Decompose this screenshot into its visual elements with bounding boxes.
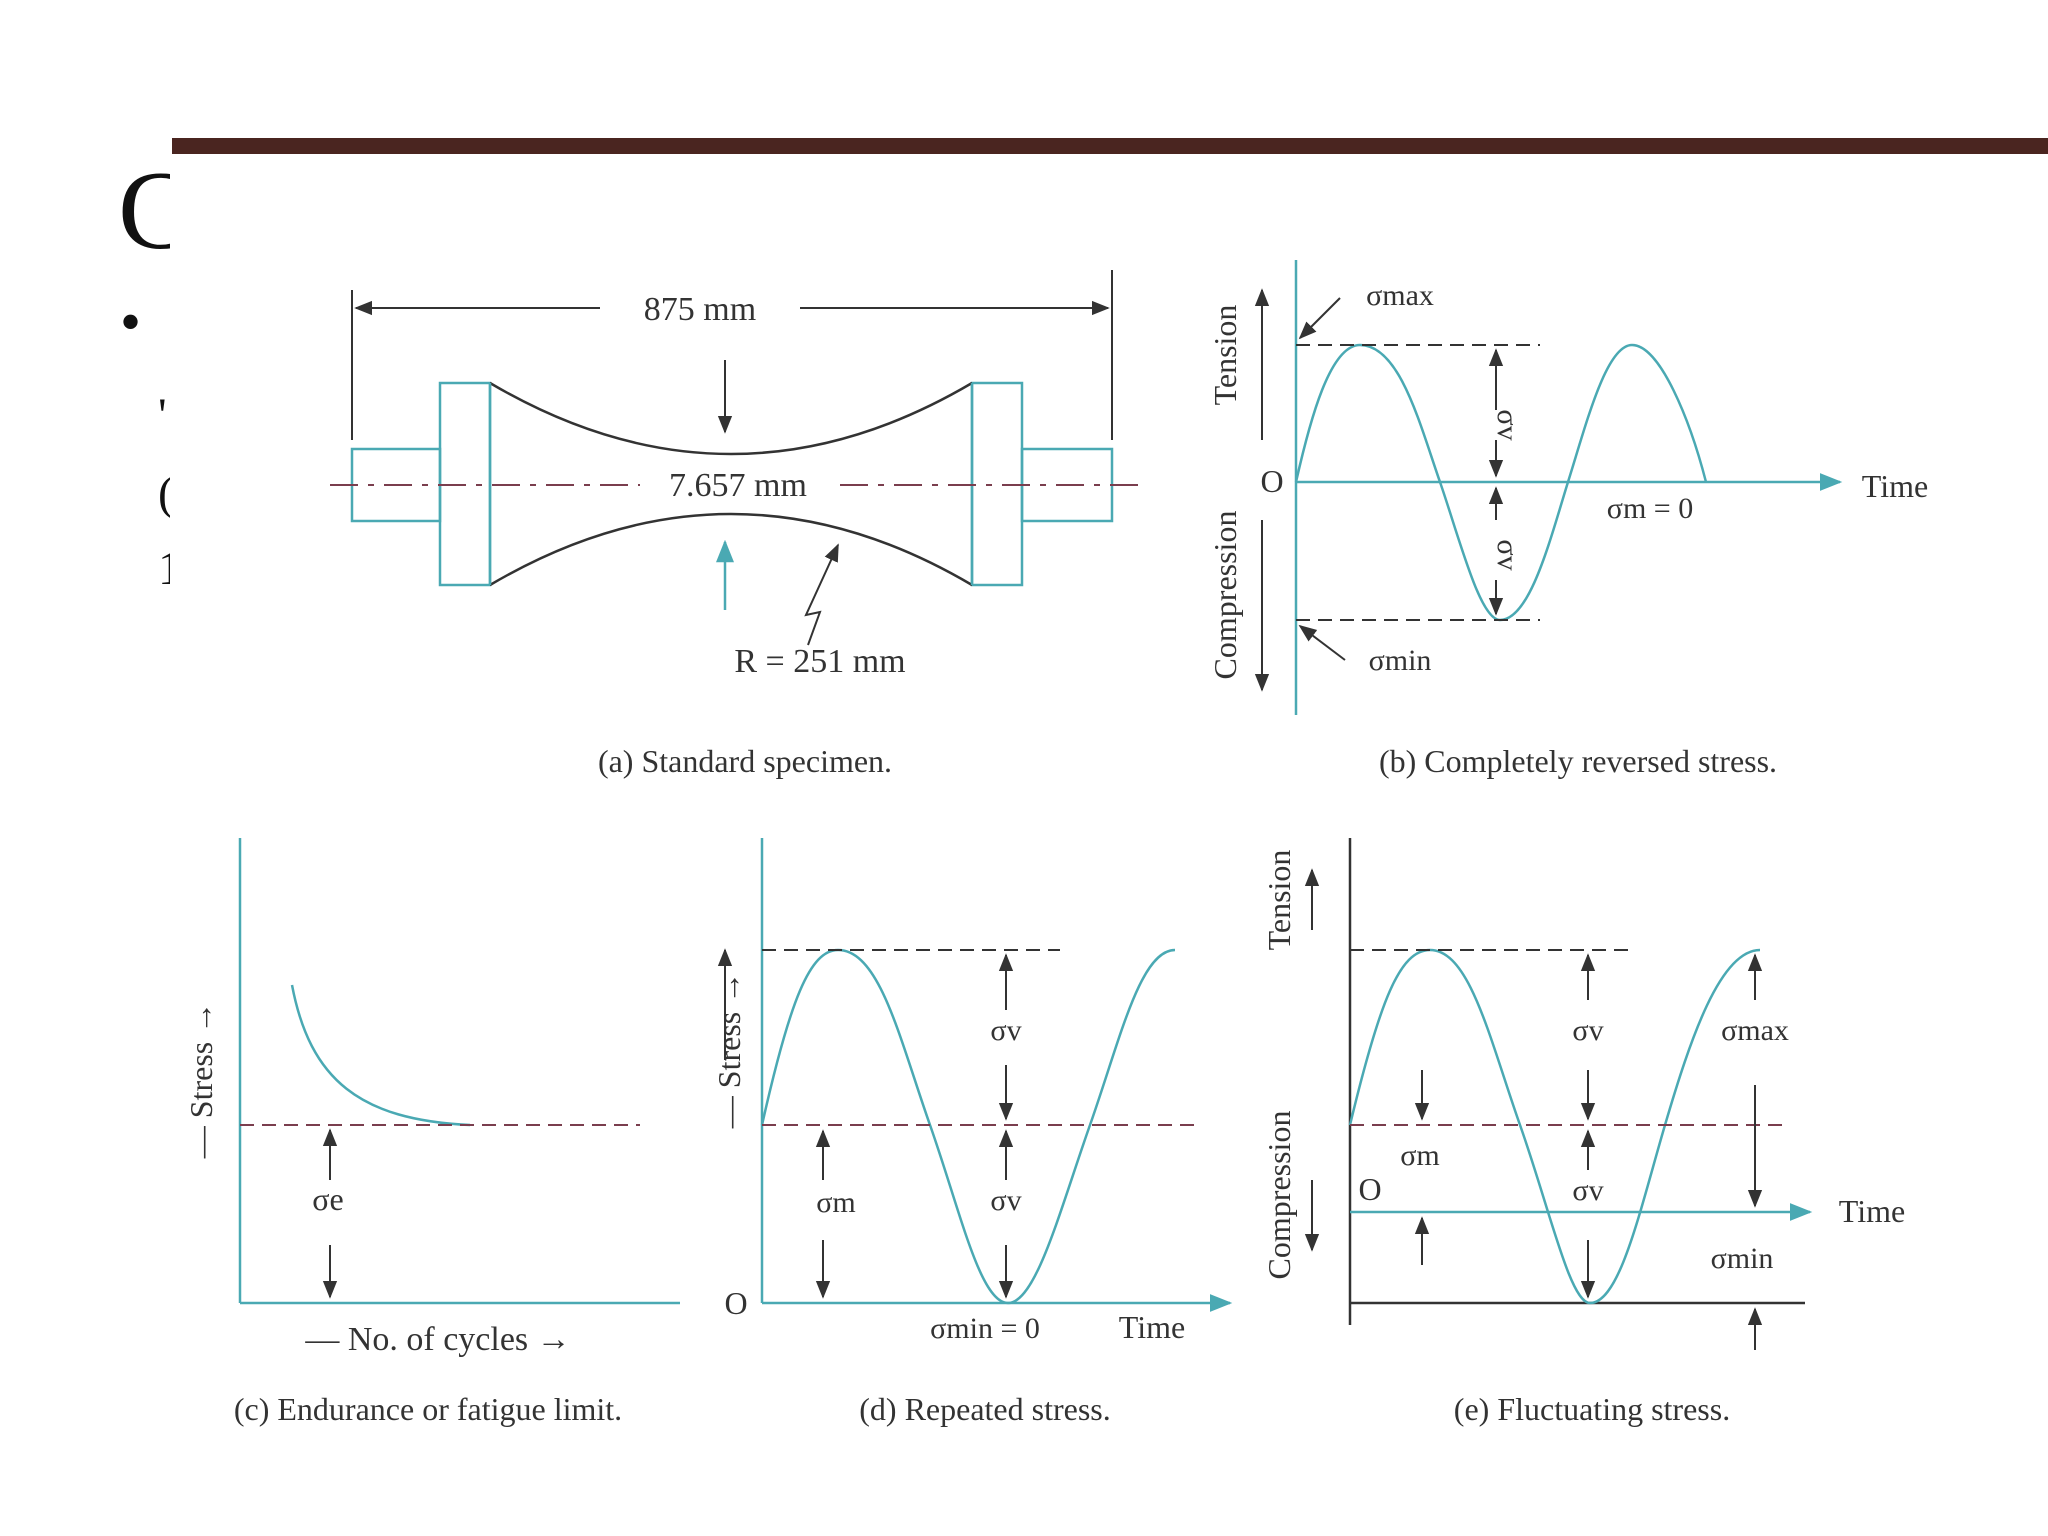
length-label: 875 mm — [644, 291, 756, 328]
caption-d: (d) Repeated stress. — [859, 1391, 1110, 1427]
panel-a-specimen: 875 mm 7.657 mm R = 251 mm (a) Standard … — [330, 270, 1140, 779]
b-sigma-min-leader — [1298, 624, 1346, 661]
d-sigma-v-lower: σv — [990, 1184, 1021, 1217]
e-tension-label: Tension — [1261, 850, 1297, 951]
e-stress-curve — [1348, 948, 1761, 1305]
d-stress-label: — Stress → — [711, 972, 747, 1129]
e-time-label: Time — [1839, 1193, 1905, 1229]
radius-leader — [804, 543, 839, 646]
panel-d-repeated-stress: — Stress → σv σv σm O σmin = 0 Time (d) … — [711, 838, 1233, 1427]
body-text-fragment-1: ' — [158, 389, 167, 442]
figure-panel — [170, 154, 2048, 1536]
e-sigma-min-label: σmin — [1711, 1242, 1774, 1275]
e-sigma-v-upper: σv — [1572, 1014, 1603, 1047]
d-sigma-m-label: σm — [816, 1186, 856, 1219]
d-time-label: Time — [1119, 1309, 1185, 1345]
b-origin-label: O — [1260, 463, 1283, 499]
b-sigma-max-leader — [1298, 297, 1341, 340]
c-sigma-e-label: σe — [312, 1181, 343, 1217]
specimen-top-profile — [489, 381, 973, 456]
b-sigma-v-lower: σv — [1491, 539, 1524, 570]
e-sigma-v-lower: σv — [1572, 1174, 1603, 1207]
caption-e: (e) Fluctuating stress. — [1454, 1391, 1730, 1427]
panel-b-reversed-stress: Tension Compression O σmax σmin σv σv σm… — [1207, 260, 1928, 779]
d-stress-curve — [760, 948, 1176, 1305]
d-origin-label: O — [724, 1285, 747, 1321]
panel-e-fluctuating-stress: Tension Compression O σv σv σm σmax σmin… — [1261, 838, 1905, 1427]
specimen-bottom-profile — [489, 512, 973, 587]
c-cycles-label: — No. of cycles → — [304, 1321, 570, 1358]
bullet-glyph: • — [120, 289, 142, 355]
panel-c-endurance-limit: σe — Stress → — No. of cycles → (c) Endu… — [183, 838, 680, 1427]
e-origin-label: O — [1358, 1171, 1381, 1207]
b-compression-label: Compression — [1207, 511, 1243, 680]
body-text-fragment-2: ( — [158, 467, 174, 520]
e-sigma-m-label: σm — [1400, 1139, 1440, 1172]
caption-c: (c) Endurance or fatigue limit. — [234, 1391, 622, 1427]
caption-a: (a) Standard specimen. — [598, 743, 892, 779]
diameter-label: 7.657 mm — [669, 467, 807, 504]
b-sigma-max-label: σmax — [1366, 279, 1434, 312]
radius-label: R = 251 mm — [734, 643, 905, 680]
e-sigma-max-label: σmax — [1721, 1014, 1789, 1047]
c-sn-curve — [290, 984, 471, 1127]
d-sigma-v-upper: σv — [990, 1014, 1021, 1047]
title-rule — [172, 138, 2048, 154]
b-tension-label: Tension — [1207, 305, 1243, 406]
caption-b: (b) Completely reversed stress. — [1379, 743, 1777, 779]
b-time-label: Time — [1862, 468, 1928, 504]
e-compression-label: Compression — [1261, 1111, 1297, 1280]
b-sigma-v-upper: σv — [1491, 409, 1524, 440]
c-stress-label: — Stress → — [183, 1002, 219, 1159]
b-sigma-min-label: σmin — [1369, 644, 1432, 677]
b-sigma-m-label: σm = 0 — [1607, 492, 1693, 525]
d-sigma-min-label: σmin = 0 — [930, 1312, 1040, 1345]
